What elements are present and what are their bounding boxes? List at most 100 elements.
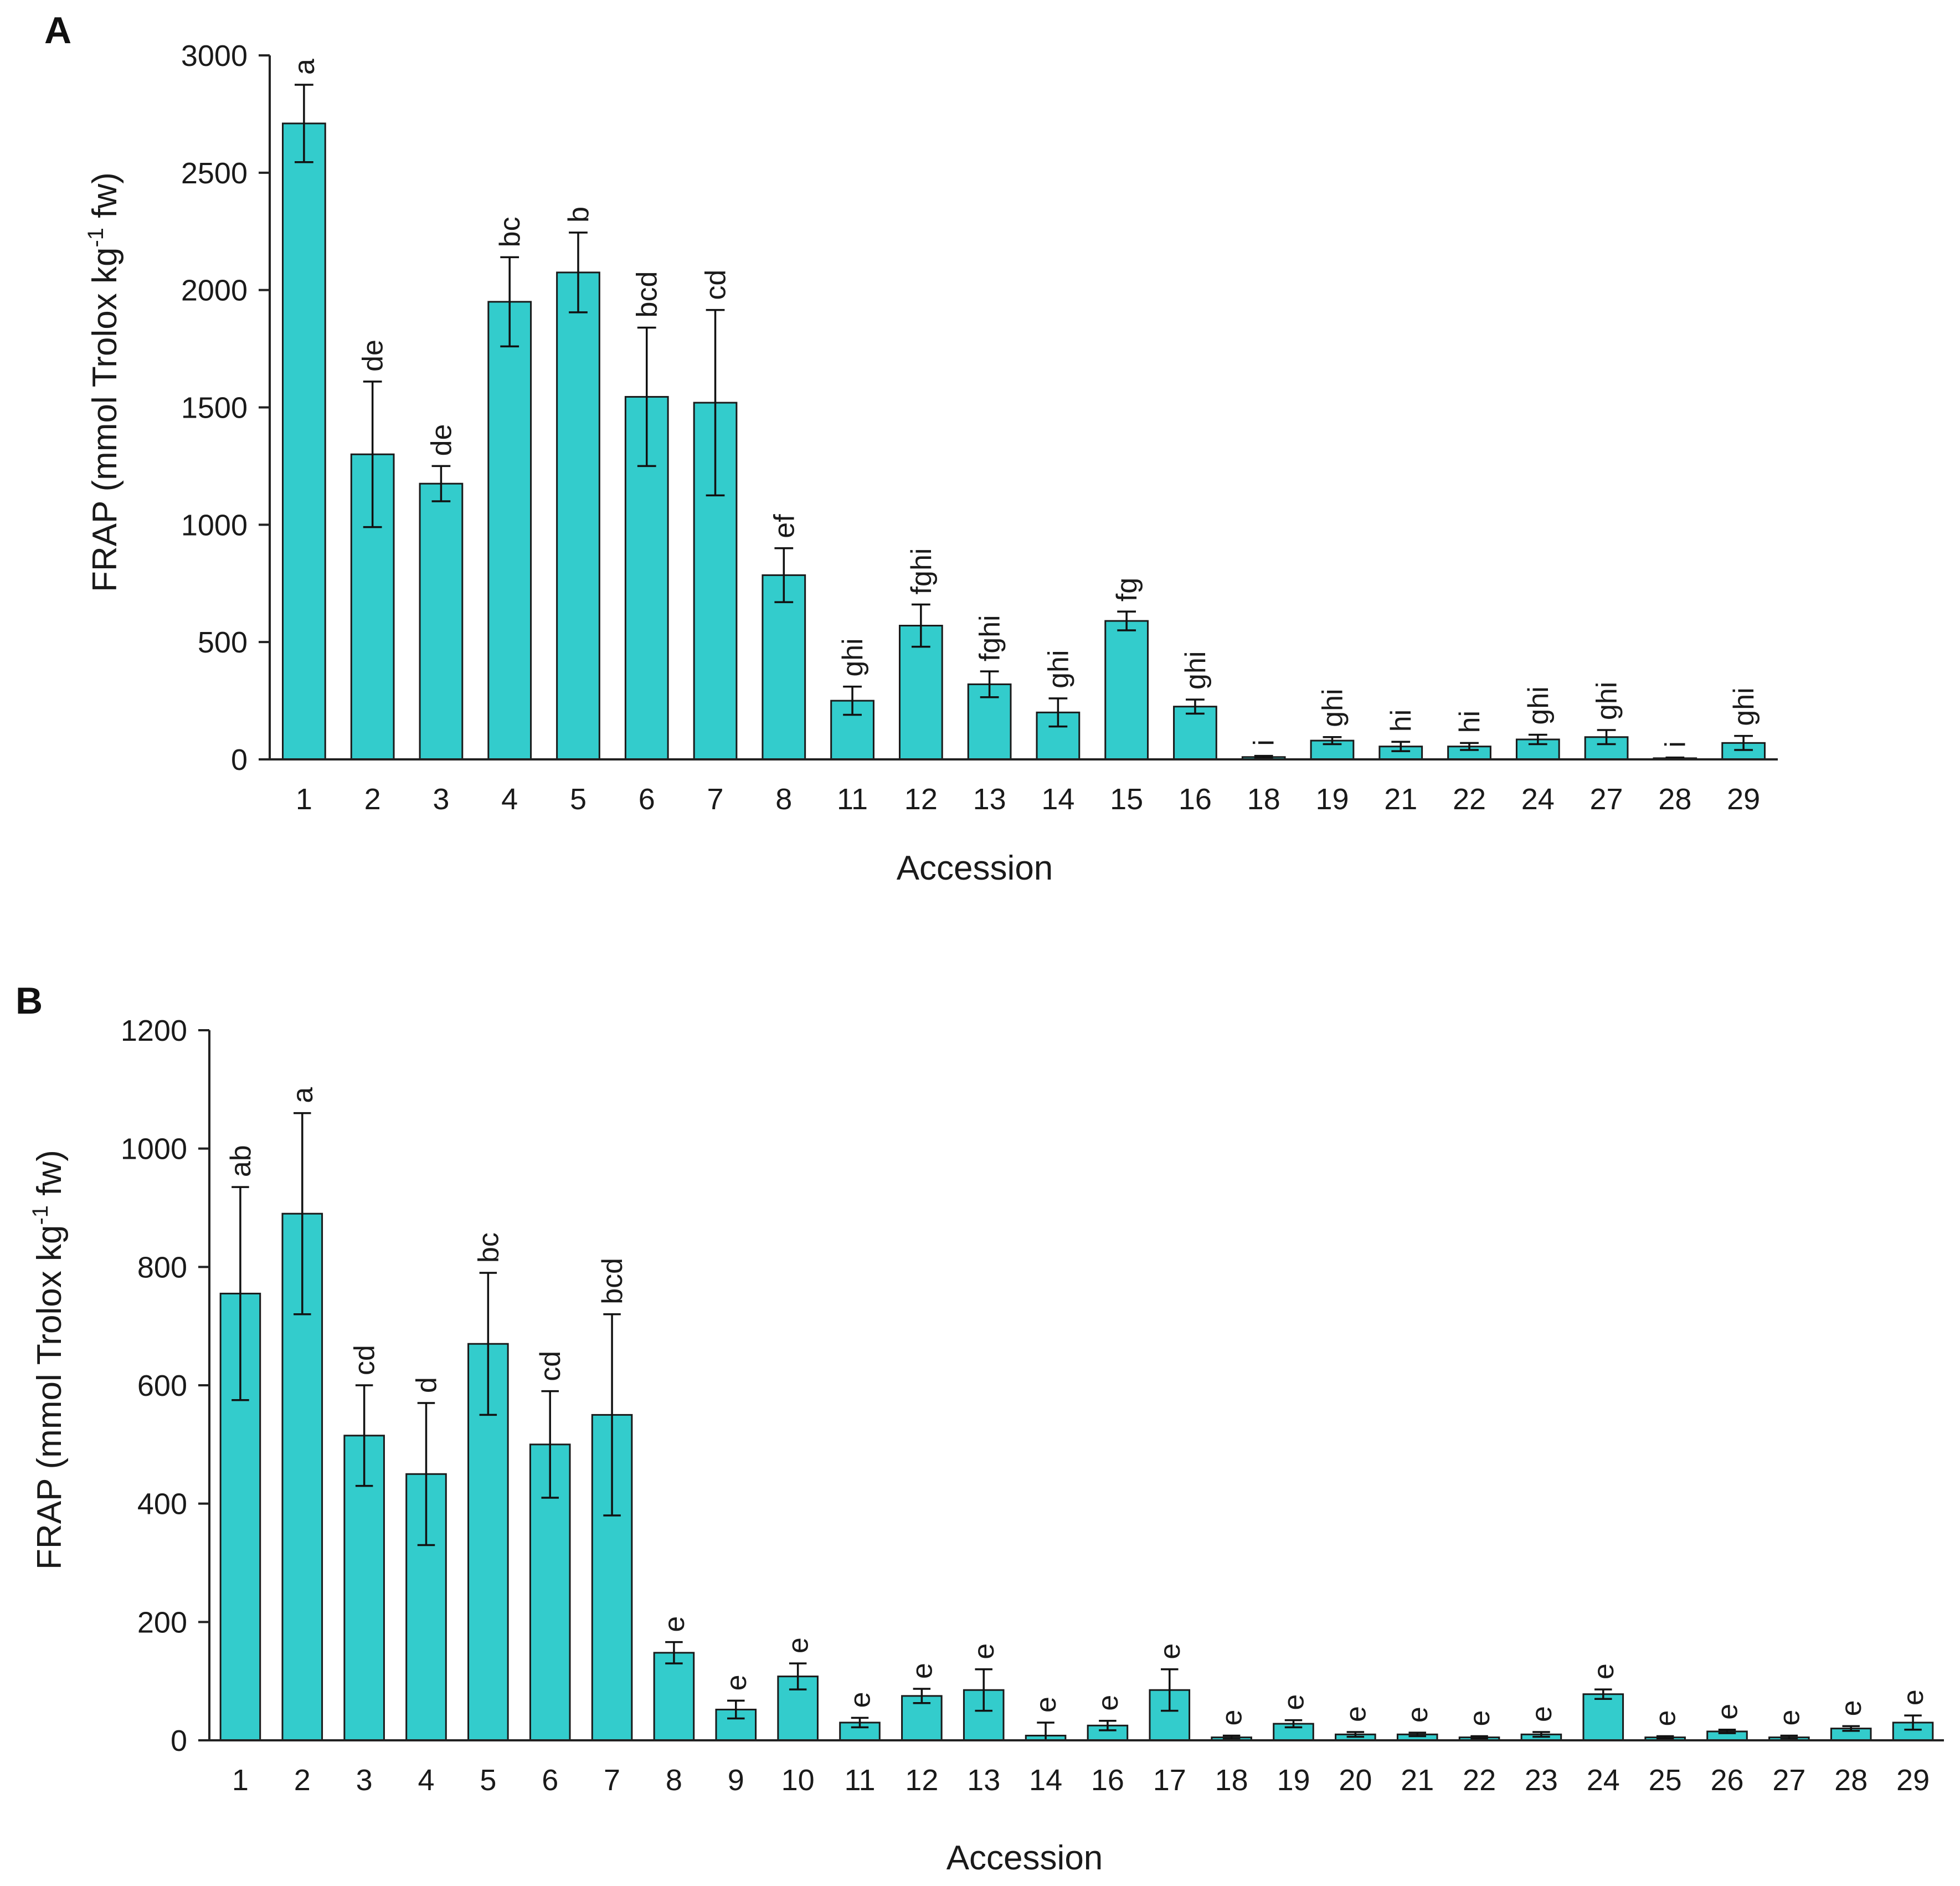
- panel-a-x-tick-label-2: 2: [364, 783, 381, 816]
- panel-a-x-tick-label-29: 29: [1727, 783, 1760, 816]
- panel-a-letter-1: a: [289, 59, 321, 75]
- panel-b-letter-16: e: [1092, 1695, 1124, 1711]
- panel-a-y-tick-label: 2000: [181, 274, 248, 307]
- panel-b-y-tick-label: 400: [137, 1488, 187, 1521]
- panel-a-x-tick-label-8: 8: [775, 783, 792, 816]
- panel-b-x-tick-label-23: 23: [1525, 1764, 1558, 1797]
- panel-b-bar-8: [653, 1652, 695, 1741]
- panel-a-letter-3: de: [425, 424, 457, 456]
- panel-b-x-tick-label-1: 1: [232, 1764, 249, 1797]
- panel-a-x-tick-label-22: 22: [1453, 783, 1486, 816]
- panel-b-x-tick-label-22: 22: [1463, 1764, 1496, 1797]
- panel-b-x-tick-label-29: 29: [1896, 1764, 1930, 1797]
- panel-b-letter-28: e: [1835, 1700, 1868, 1716]
- panel-b-letter-1: ab: [225, 1145, 257, 1177]
- panel-a-error-bars: [295, 84, 1753, 760]
- panel-a-x-tick-label-12: 12: [904, 783, 938, 816]
- panel-a-bar-5: [556, 271, 600, 760]
- panel-a: A a de de bc b bcd cd ef ghi fghi fghi ghi fg ghi i ghi…: [44, 9, 1778, 887]
- panel-b-x-tick-label-24: 24: [1587, 1764, 1620, 1797]
- panel-a-x-tick-label-14: 14: [1041, 783, 1074, 816]
- panel-b-letter-7: bcd: [596, 1258, 629, 1304]
- panel-a-letter-21: hi: [1385, 710, 1417, 732]
- panel-b-bar-24: [1582, 1693, 1624, 1741]
- panel-a-x-tick-label-6: 6: [639, 783, 655, 816]
- panel-a-x-axis-title: Accession: [897, 849, 1053, 887]
- panel-b-letter-19: e: [1278, 1694, 1310, 1710]
- panel-b-x-tick-label-10: 10: [781, 1764, 815, 1797]
- panel-a-x-tick-label-18: 18: [1247, 783, 1280, 816]
- panel-b-letter-4: d: [411, 1377, 443, 1393]
- panel-b-letter-24: e: [1588, 1663, 1620, 1679]
- panel-a-x-tick-label-1: 1: [296, 783, 312, 816]
- panel-a-axes: [259, 54, 1778, 760]
- panel-a-bar-15: [1104, 620, 1149, 760]
- panel-a-x-tick-label-21: 21: [1384, 783, 1417, 816]
- panel-b-x-axis-title: Accession: [946, 1839, 1103, 1877]
- panel-a-bar-1: [282, 122, 326, 760]
- panel-b-letter-26: e: [1712, 1704, 1744, 1720]
- panel-b-letter-10: e: [783, 1637, 815, 1653]
- panel-b-letter-6: cd: [534, 1351, 567, 1381]
- panel-b-letter-18: e: [1216, 1710, 1248, 1726]
- panel-b-x-tick-label-12: 12: [905, 1764, 938, 1797]
- panel-a-y-tick-label: 1500: [181, 392, 248, 425]
- panel-a-letter-27: ghi: [1591, 682, 1623, 720]
- panel-b-x-tick-labels: 1 2 3 4 5 6 7 8 9 10 11 12 13 14 16 17 18 19 20 21 22 23 24 25 2…: [232, 1764, 1930, 1797]
- panel-a-y-tick-label: 500: [198, 626, 248, 659]
- panel-a-letter-16: ghi: [1180, 651, 1212, 690]
- panel-a-letter-7: cd: [700, 270, 732, 300]
- panel-b-x-tick-label-28: 28: [1834, 1764, 1868, 1797]
- panel-b-y-tick-label: 200: [137, 1606, 187, 1639]
- panel-a-x-tick-label-24: 24: [1521, 783, 1555, 816]
- panel-a-y-tick-label: 1000: [181, 508, 248, 542]
- panel-a-x-tick-label-28: 28: [1658, 783, 1691, 816]
- panel-b-x-tick-label-18: 18: [1215, 1764, 1248, 1797]
- panel-b-letter-23: e: [1526, 1706, 1558, 1722]
- panel-a-letter-22: hi: [1454, 711, 1486, 733]
- panel-b-x-tick-label-3: 3: [356, 1764, 373, 1797]
- panel-a-bar-4: [487, 301, 532, 760]
- panel-b-x-tick-label-11: 11: [844, 1764, 875, 1797]
- panel-a-x-tick-label-7: 7: [707, 783, 723, 816]
- panel-a-x-tick-label-16: 16: [1179, 783, 1212, 816]
- panel-a-letter-18: i: [1248, 739, 1280, 746]
- panel-b-letter-22: e: [1464, 1710, 1496, 1726]
- panel-b-y-tick-label: 0: [171, 1724, 187, 1757]
- panel-b-letter-12: e: [906, 1663, 938, 1679]
- panel-a-x-tick-label-15: 15: [1110, 783, 1143, 816]
- panel-b-letter-9: e: [721, 1674, 753, 1690]
- panel-b-y-tick-labels: 0 200 400 600 800 1000 1200: [121, 1014, 187, 1757]
- panel-b-x-tick-label-19: 19: [1277, 1764, 1310, 1797]
- panel-b-bar-3: [343, 1435, 385, 1741]
- panel-b-y-axis-title: FRAP (mmol Trolox kg-1 fw): [28, 1150, 69, 1570]
- panel-a-bar-3: [419, 482, 464, 760]
- panel-a-letter-6: bcd: [631, 271, 663, 318]
- panel-b-letter-14: e: [1030, 1697, 1062, 1713]
- panel-a-letter-28: i: [1659, 741, 1691, 748]
- panel-a-y-axis-title: FRAP (mmol Trolox kg-1 fw): [84, 172, 124, 592]
- panel-b-letter-17: e: [1154, 1643, 1186, 1659]
- panel-a-bar-8: [762, 574, 806, 760]
- panel-a-x-tick-label-5: 5: [570, 783, 587, 816]
- panel-a-bar-16: [1173, 706, 1217, 760]
- panel-b-x-tick-label-4: 4: [418, 1764, 434, 1797]
- panel-a-significance-letters: a de de bc b bcd cd ef ghi fghi fghi ghi fg ghi i ghi hi…: [289, 59, 1760, 748]
- panel-b-x-tick-label-26: 26: [1710, 1764, 1743, 1797]
- panel-b-x-tick-label-16: 16: [1091, 1764, 1124, 1797]
- panel-b-axes: [198, 1029, 1944, 1741]
- panel-b-x-tick-label-7: 7: [604, 1764, 620, 1797]
- panel-b-letter-11: e: [845, 1692, 877, 1708]
- panel-a-letter-11: ghi: [837, 638, 869, 676]
- panel-a-letter-8: ef: [768, 514, 800, 538]
- panel-a-letter-29: ghi: [1728, 687, 1760, 726]
- panel-a-letter-19: ghi: [1316, 688, 1349, 727]
- panel-a-y-tick-label: 2500: [181, 157, 248, 190]
- panel-a-x-tick-labels: 1 2 3 4 5 6 7 8 11 12 13 14 15 16 18 19 21 22 24 27 28 29: [296, 783, 1760, 816]
- panel-a-letter-12: fghi: [906, 548, 938, 595]
- panel-a-x-tick-label-3: 3: [433, 783, 449, 816]
- panel-a-bar-12: [898, 625, 943, 760]
- panel-a-x-tick-label-11: 11: [837, 783, 868, 816]
- panel-b-x-tick-label-8: 8: [666, 1764, 682, 1797]
